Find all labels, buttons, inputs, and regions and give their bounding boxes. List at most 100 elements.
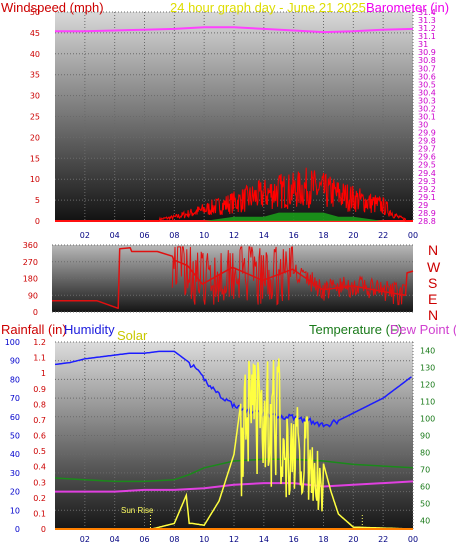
y-tick-label-humidity: 30 (10, 469, 20, 478)
sun-rise-label: Sun Rise (121, 506, 154, 515)
y-tick-label-temperature: 130 (420, 364, 435, 373)
y-tick-label-temperature: 70 (420, 466, 430, 475)
y-tick-label-barometer: 30.6 (418, 72, 436, 81)
y-tick-label-humidity: 90 (10, 357, 20, 366)
x-tick-label-p1: 16 (289, 231, 299, 240)
y-tick-label-barometer: 31 (418, 40, 428, 49)
y-tick-label-humidity: 10 (10, 506, 20, 515)
temperature-axis-title: Temperature (F) (309, 322, 402, 337)
x-tick-label-p1: 08 (169, 231, 179, 240)
y-tick-label-barometer: 30 (418, 121, 428, 130)
humidity-axis-title: Humidity (64, 322, 115, 337)
wind-speed-area (55, 212, 413, 221)
y-tick-label-wind: 0 (35, 217, 40, 226)
y-tick-label-barometer: 28.9 (418, 209, 436, 218)
x-tick-label-p3: 02 (80, 535, 90, 544)
y-tick-label-wind: 50 (30, 8, 40, 17)
y-tick-label-temperature: 110 (420, 398, 435, 407)
barometer-line (55, 26, 414, 34)
x-tick-label-p3: 20 (348, 535, 358, 544)
y-tick-label-wind: 45 (30, 29, 40, 38)
humidity-line (54, 350, 412, 428)
y-tick-label-temperature: 40 (420, 517, 430, 526)
y-tick-label-rainfall: 0.3 (33, 478, 46, 487)
y-tick-label-barometer: 28.8 (418, 217, 436, 226)
x-tick-label-p3: 06 (139, 535, 149, 544)
temperature-line (54, 458, 414, 483)
y-tick-label-temperature: 120 (420, 381, 435, 390)
y-tick-label-rainfall: 1 (41, 369, 46, 378)
y-tick-label-barometer: 31.3 (418, 16, 436, 25)
chart-title: 24 hour graph day - June 21 2025 (170, 0, 366, 15)
y-tick-label-temperature: 100 (420, 415, 435, 424)
y-tick-label-direction: 180 (23, 275, 38, 284)
x-tick-label-p3: 18 (318, 535, 328, 544)
x-tick-label-p1: 00 (408, 231, 418, 240)
y-tick-label-barometer: 29.1 (418, 193, 436, 202)
y-tick-label-temperature: 60 (420, 483, 430, 492)
y-tick-label-barometer: 31.1 (418, 32, 436, 41)
x-tick-label-p3: 00 (408, 535, 418, 544)
y-tick-label-barometer: 30.8 (418, 56, 436, 65)
y-tick-label-wind: 5 (35, 196, 40, 205)
y-tick-label-rainfall: 0.7 (33, 416, 46, 425)
y-tick-label-barometer: 29.5 (418, 161, 436, 170)
y-tick-label-rainfall: 0 (41, 525, 46, 534)
y-tick-label-barometer: 29.7 (418, 145, 436, 154)
y-tick-label-rainfall: 0.4 (33, 463, 46, 472)
x-tick-label-p3: 08 (169, 535, 179, 544)
compass-label-n-top: N (428, 242, 438, 258)
y-tick-label-rainfall: 0.2 (33, 494, 46, 503)
y-tick-label-rainfall: 0.9 (33, 385, 46, 394)
compass-label-w: W (427, 259, 441, 275)
y-tick-label-wind: 35 (30, 71, 40, 80)
y-tick-label-direction: 360 (23, 241, 38, 250)
y-tick-label-rainfall: 0.5 (33, 447, 46, 456)
y-tick-label-barometer: 29.4 (418, 169, 436, 178)
dew-point-line (55, 480, 414, 493)
y-tick-label-barometer: 29.6 (418, 153, 436, 162)
dew-point-label: Dew Point (F) (390, 322, 456, 337)
y-tick-label-humidity: 20 (10, 488, 20, 497)
y-tick-label-direction: 90 (28, 291, 38, 300)
y-tick-label-barometer: 31.2 (418, 24, 436, 33)
y-tick-label-barometer: 31.4 (418, 8, 436, 17)
y-tick-label-humidity: 80 (10, 375, 20, 384)
y-tick-label-humidity: 40 (10, 450, 20, 459)
y-tick-label-barometer: 30.7 (418, 64, 436, 73)
wind-direction-variation (171, 246, 406, 306)
y-tick-label-wind: 30 (30, 92, 40, 101)
y-tick-label-rainfall: 0.8 (33, 400, 46, 409)
y-tick-label-wind: 15 (30, 154, 40, 163)
x-tick-label-p3: 14 (259, 535, 269, 544)
y-tick-label-barometer: 30.9 (418, 48, 436, 57)
y-tick-label-barometer: 30.1 (418, 113, 436, 122)
x-tick-label-p3: 04 (110, 535, 120, 544)
y-tick-label-barometer: 30.3 (418, 96, 436, 105)
barometer-axis-title: Barometer (in) (366, 0, 449, 15)
y-tick-label-humidity: 100 (5, 338, 20, 347)
y-tick-label-barometer: 29 (418, 201, 428, 210)
y-tick-label-barometer: 29.3 (418, 177, 436, 186)
y-tick-label-humidity: 50 (10, 432, 20, 441)
y-tick-label-barometer: 30.4 (418, 88, 436, 97)
x-tick-label-p1: 20 (348, 231, 358, 240)
y-tick-label-barometer: 30.2 (418, 104, 436, 113)
y-tick-label-humidity: 70 (10, 394, 20, 403)
y-tick-label-temperature: 140 (420, 347, 435, 356)
y-tick-label-rainfall: 0.6 (33, 432, 46, 441)
y-tick-label-humidity: 0 (15, 525, 20, 534)
x-tick-label-p1: 10 (199, 231, 209, 240)
x-tick-label-p1: 14 (259, 231, 269, 240)
x-tick-label-p1: 12 (229, 231, 239, 240)
compass-label-e: E (428, 291, 437, 307)
y-tick-label-temperature: 50 (420, 500, 430, 509)
y-tick-label-barometer: 29.2 (418, 185, 436, 194)
y-tick-label-humidity: 60 (10, 413, 20, 422)
y-tick-label-wind: 10 (30, 175, 40, 184)
y-tick-label-barometer: 29.9 (418, 129, 436, 138)
y-tick-label-temperature: 90 (420, 432, 430, 441)
x-tick-label-p3: 16 (289, 535, 299, 544)
y-tick-label-direction: 270 (23, 258, 38, 267)
